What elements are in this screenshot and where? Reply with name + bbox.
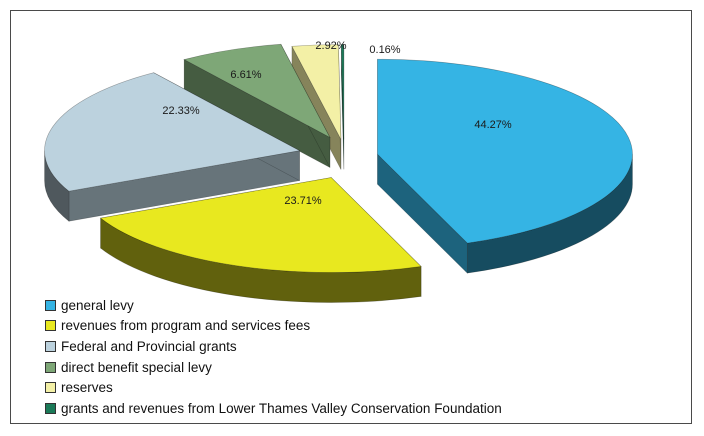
slice-outer-wall [466,154,633,274]
legend: general levy revenues from program and s… [45,295,502,419]
legend-swatch [45,299,56,311]
pie-slice [44,72,301,222]
slice-top [183,43,331,139]
slice-top [340,44,345,140]
slice-value-label: 0.16% [369,44,400,56]
pie-slice [99,176,422,303]
slice-value-label: 2.92% [315,40,346,52]
legend-label: revenues from program and services fees [61,318,311,334]
legend-item-foundation-grants: grants and revenues from Lower Thames Va… [45,398,502,419]
legend-item-special-levy: direct benefit special levy [45,357,502,378]
slice-top [291,44,342,140]
slice-top [44,72,301,192]
legend-label: general levy [61,297,134,313]
legend-swatch [45,361,56,373]
slice-value-label: 23.71% [284,195,322,207]
legend-swatch [45,402,56,414]
pie-slice [377,58,633,274]
legend-swatch [45,382,56,394]
slice-top [99,177,422,273]
legend-label: direct benefit special levy [61,359,212,375]
slice-top [377,58,633,244]
slice-value-label: 6.61% [230,69,261,81]
slice-value-label: 22.33% [162,105,200,117]
legend-swatch [45,320,56,332]
legend-item-program-fees: revenues from program and services fees [45,316,502,337]
legend-label: reserves [61,380,113,396]
slice-value-label: 44.27% [474,119,512,131]
legend-swatch [45,340,56,352]
pie-slice [340,44,345,170]
legend-label: Federal and Provincial grants [61,338,237,354]
legend-item-federal-provincial-grants: Federal and Provincial grants [45,336,502,357]
pie-chart: 44.27% 23.71% 22.33% 6.61% 2.92% 0.16% [44,40,633,303]
slice-side-wall [340,44,345,170]
legend-item-general-levy: general levy [45,295,502,316]
legend-item-reserves: reserves [45,377,502,398]
pie-slice [183,43,331,168]
chart-frame: 44.27% 23.71% 22.33% 6.61% 2.92% 0.16% genera… [10,10,692,424]
legend-label: grants and revenues from Lower Thames Va… [61,400,502,416]
